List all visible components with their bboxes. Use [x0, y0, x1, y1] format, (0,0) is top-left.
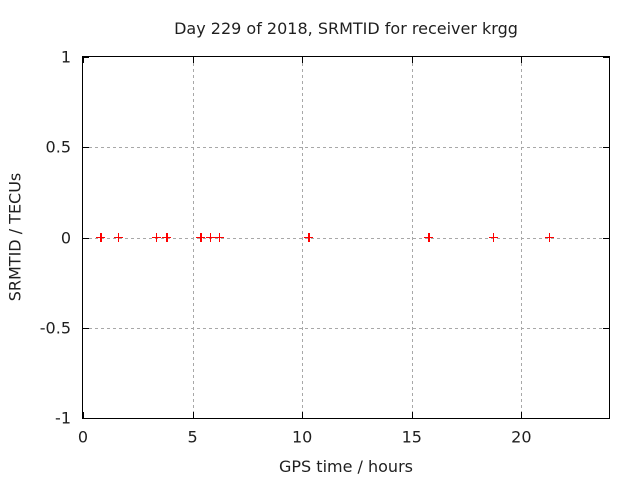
- y-tick-mark: [83, 327, 89, 329]
- x-tick-mark: [411, 412, 413, 418]
- y-tick-mark: [83, 237, 89, 239]
- y-tick-label: 0: [60, 228, 71, 247]
- x-tick-label: 10: [291, 427, 313, 447]
- x-tick-mark-top: [302, 57, 304, 63]
- x-tick-mark-top: [192, 57, 194, 63]
- data-point-marker: [424, 233, 434, 242]
- x-tick-label: 20: [511, 427, 532, 447]
- data-point-marker: [151, 233, 161, 242]
- y-tick-mark: [83, 147, 89, 149]
- y-tick-mark-right: [603, 147, 609, 149]
- x-tick-mark-top: [411, 57, 413, 63]
- data-point-marker: [114, 233, 124, 242]
- x-tick-mark: [302, 412, 304, 418]
- y-tick-mark: [83, 57, 89, 58]
- data-point-marker: [215, 233, 225, 242]
- y-gridline: [83, 237, 609, 239]
- y-gridline: [83, 147, 609, 149]
- data-point-marker: [96, 233, 106, 242]
- y-tick-mark-right: [603, 57, 609, 58]
- data-point-marker: [304, 233, 314, 242]
- data-point-marker: [205, 233, 215, 242]
- y-tick-label: -1: [55, 408, 71, 428]
- plot-area: [82, 56, 610, 419]
- x-tick-label: 15: [401, 427, 422, 447]
- data-point-marker: [196, 233, 206, 242]
- y-tick-mark-right: [603, 237, 609, 239]
- x-tick-mark-top: [83, 57, 84, 63]
- x-tick-mark-top: [521, 57, 523, 63]
- x-axis-title: GPS time / hours: [279, 457, 413, 476]
- data-point-marker: [545, 233, 555, 242]
- y-tick-mark-right: [603, 327, 609, 329]
- x-tick-mark: [521, 412, 523, 418]
- y-tick-label: 0.5: [45, 137, 71, 157]
- chart-title: Day 229 of 2018, SRMTID for receiver krg…: [174, 19, 518, 38]
- y-axis-title: SRMTID / TECUs: [5, 172, 25, 302]
- x-tick-label: 5: [187, 427, 198, 447]
- x-tick-label: 0: [77, 427, 89, 447]
- x-tick-mark: [83, 412, 84, 418]
- data-point-marker: [488, 233, 498, 242]
- y-tick-label: -0.5: [39, 318, 71, 338]
- y-tick-label: 1: [60, 47, 71, 67]
- x-tick-mark: [192, 412, 194, 418]
- data-point-marker: [162, 233, 172, 242]
- y-tick-mark-right: [603, 418, 609, 419]
- y-gridline: [83, 327, 609, 329]
- y-tick-mark: [83, 418, 89, 419]
